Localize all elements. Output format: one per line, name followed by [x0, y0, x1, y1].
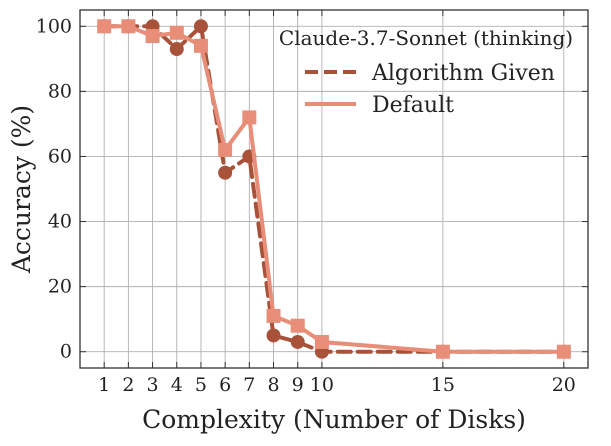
x-tick-label: 10: [310, 374, 334, 396]
x-tick-label: 15: [431, 374, 455, 396]
data-point-algorithm-given: [218, 165, 233, 180]
y-tick-label: 100: [36, 15, 72, 37]
data-point-default: [435, 344, 450, 359]
data-point-default: [314, 334, 329, 349]
legend-title: Claude-3.7-Sonnet (thinking): [279, 26, 573, 50]
legend-label-default: Default: [372, 93, 454, 118]
grid: [80, 10, 588, 368]
x-tick-label: 7: [243, 374, 255, 396]
series-layer: [97, 19, 571, 359]
tick-labels: 1 2 3 4 5 6 7 8 9 10 15 20 0 20 40 60 80 100: [36, 15, 576, 396]
x-tick-label: 4: [171, 374, 183, 396]
x-tick-label: 1: [98, 374, 110, 396]
data-point-algorithm-given: [193, 19, 208, 34]
data-point-default: [290, 318, 305, 333]
x-tick-label: 5: [195, 374, 207, 396]
data-point-default: [97, 19, 112, 34]
y-tick-label: 0: [60, 341, 72, 363]
data-point-default: [193, 38, 208, 53]
plot-background: [80, 10, 588, 368]
data-point-default: [556, 344, 571, 359]
plot-frame: [79, 9, 589, 369]
x-tick-label: 8: [267, 374, 279, 396]
data-point-algorithm-given: [266, 328, 281, 343]
x-tick-label: 9: [292, 374, 304, 396]
data-point-default: [242, 110, 257, 125]
data-point-default: [145, 29, 160, 44]
y-tick-label: 80: [48, 80, 72, 102]
x-tick-label: 2: [122, 374, 134, 396]
x-tick-label: 6: [219, 374, 231, 396]
data-point-default: [169, 25, 184, 40]
data-point-default: [218, 142, 233, 157]
data-point-default: [121, 19, 136, 34]
x-tick-label: 3: [147, 374, 159, 396]
y-tick-label: 60: [48, 145, 72, 167]
legend: Claude-3.7-Sonnet (thinking) Algorithm G…: [279, 26, 573, 118]
data-point-default: [266, 308, 281, 323]
legend-label-algorithm-given: Algorithm Given: [371, 61, 555, 86]
data-point-algorithm-given: [169, 42, 184, 57]
x-tick-label: 20: [552, 374, 576, 396]
y-tick-label: 20: [48, 276, 72, 298]
ticks: [80, 10, 588, 368]
x-axis-title: Complexity (Number of Disks): [142, 405, 526, 434]
data-point-algorithm-given: [290, 334, 305, 349]
y-tick-label: 40: [48, 211, 72, 233]
y-axis-title: Accuracy (%): [7, 105, 36, 274]
